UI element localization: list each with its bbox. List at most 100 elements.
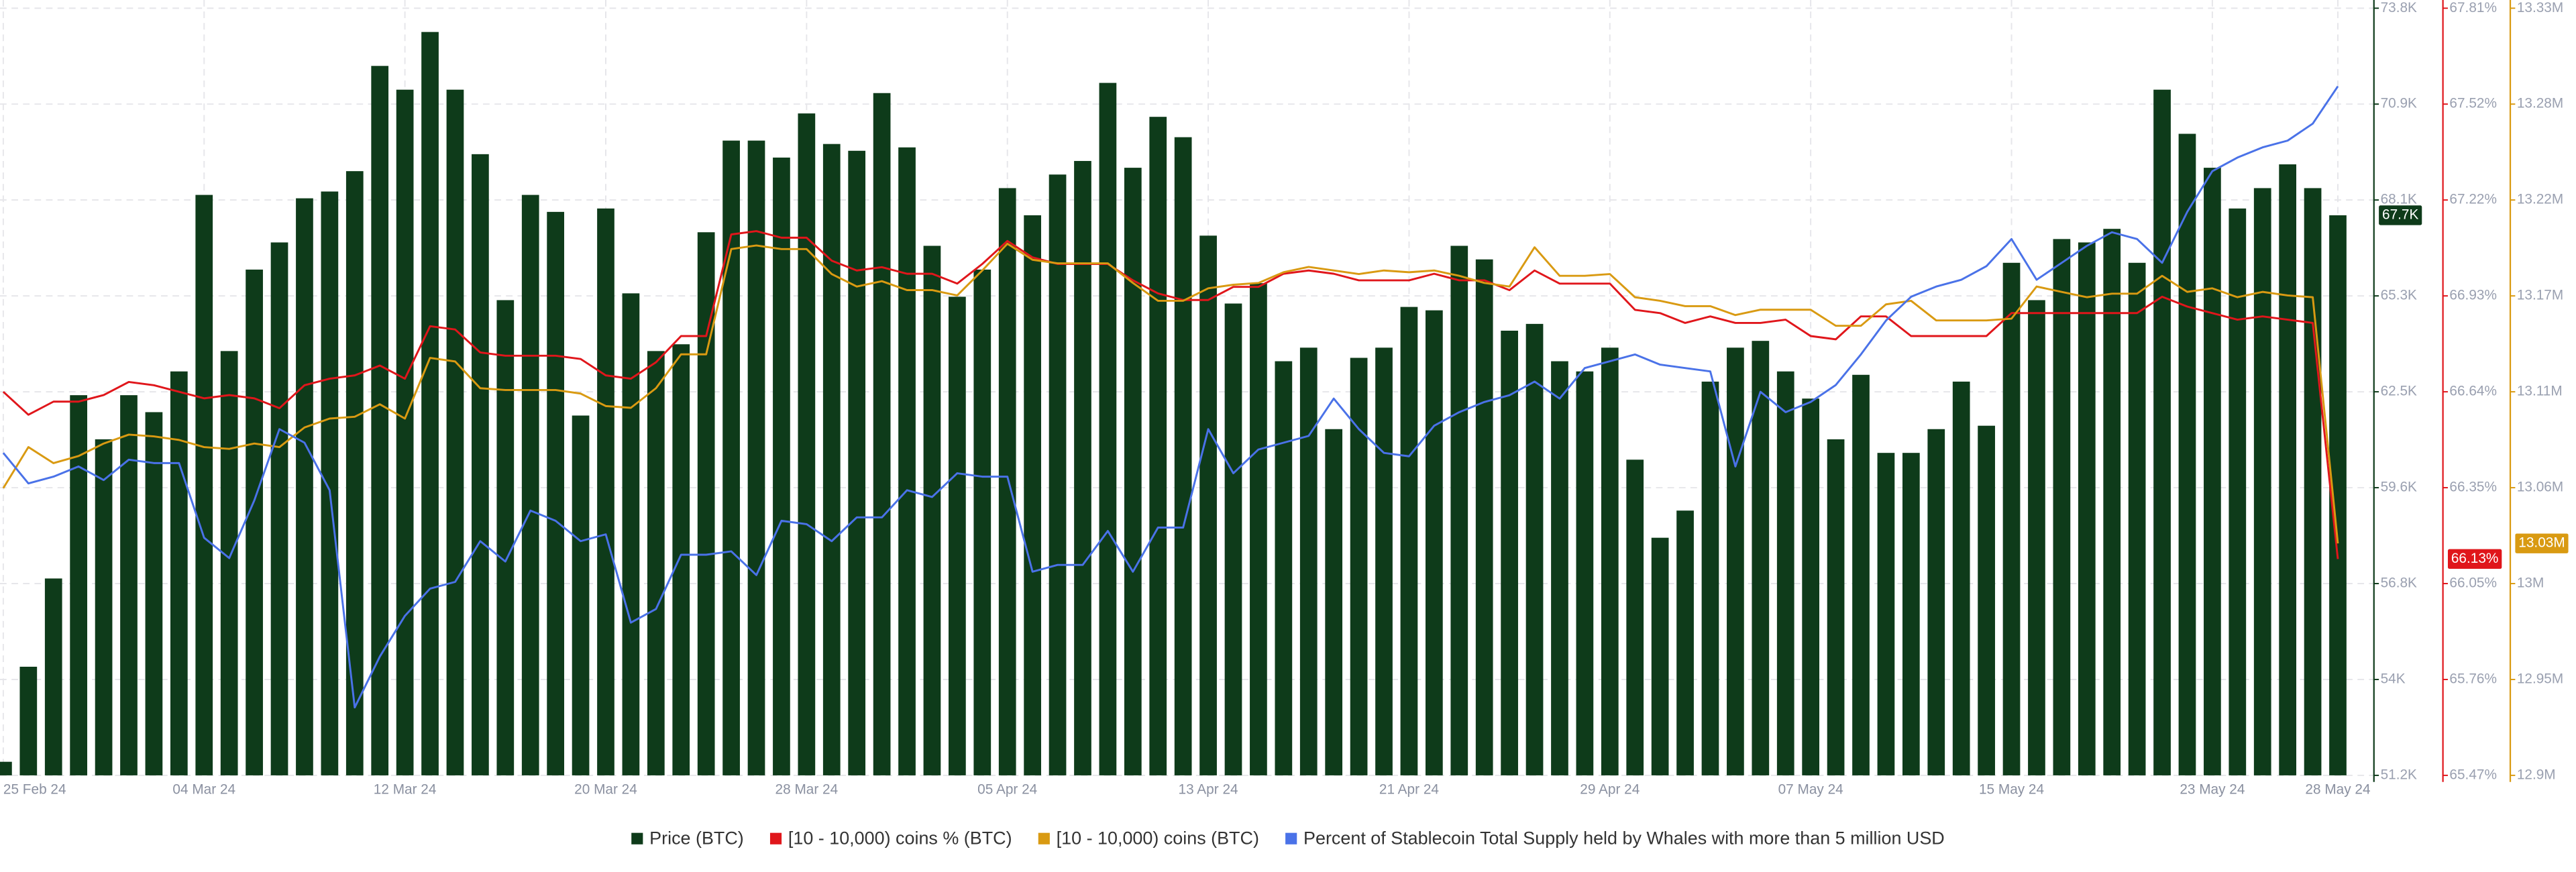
bar — [2028, 300, 2045, 775]
y-tick-label: 73.8K — [2381, 0, 2417, 15]
bar — [2103, 229, 2121, 775]
bar — [2078, 242, 2096, 775]
bar — [2204, 168, 2221, 775]
bar — [1174, 137, 1192, 775]
bar — [547, 211, 565, 775]
bar — [1601, 347, 1619, 775]
x-tick-label: 15 May 24 — [1979, 781, 2044, 797]
y-tick-label: 62.5K — [2381, 384, 2417, 399]
bar — [1199, 235, 1217, 775]
bar — [1074, 160, 1091, 775]
legend-marker — [769, 832, 782, 844]
x-tick-label: 07 May 24 — [1778, 781, 1843, 797]
y2-tick-label: 66.35% — [2449, 480, 2497, 495]
y-tick-label: 68.1K — [2381, 192, 2417, 207]
y2-tick-label: 67.52% — [2449, 96, 2497, 111]
bar — [1024, 215, 1041, 775]
bar — [1877, 453, 1895, 775]
y-tick-label: 51.2K — [2381, 767, 2417, 782]
legend-label: Price (BTC) — [649, 828, 744, 849]
bar — [1099, 83, 1117, 775]
bar — [647, 351, 665, 775]
bar — [949, 296, 966, 775]
bar — [44, 578, 62, 775]
bar — [220, 351, 238, 775]
y2-tick-label: 66.05% — [2449, 576, 2497, 591]
bar — [2253, 188, 2271, 775]
x-tick-label: 12 Mar 24 — [374, 781, 437, 797]
bar — [1124, 168, 1142, 775]
bar — [2153, 89, 2171, 775]
bar — [923, 246, 941, 775]
x-tick-label: 20 Mar 24 — [574, 781, 637, 797]
y2-tick-label: 67.81% — [2449, 0, 2497, 15]
y3-tick-label: 12.9M — [2517, 767, 2556, 782]
bar — [396, 89, 414, 775]
bar — [1576, 371, 1594, 775]
bar — [2053, 239, 2071, 775]
plot-area — [0, 32, 2347, 775]
last-value-label: 67.7K — [2382, 207, 2418, 222]
bar — [2002, 262, 2021, 775]
y-tick-label: 65.3K — [2381, 288, 2417, 303]
bar — [421, 32, 439, 775]
bar — [1927, 429, 1945, 775]
bar — [1426, 310, 1443, 775]
legend-label: [10 - 10,000) coins % (BTC) — [788, 828, 1012, 849]
x-tick-label: 28 May 24 — [2305, 781, 2370, 797]
bar — [1375, 347, 1393, 775]
bar — [1802, 398, 1820, 775]
bar — [496, 300, 515, 775]
bar — [773, 157, 790, 775]
bar — [1149, 117, 1167, 775]
bar — [1275, 361, 1293, 775]
x-tick-label: 29 Apr 24 — [1580, 781, 1640, 797]
legend-label: [10 - 10,000) coins (BTC) — [1057, 828, 1259, 849]
bar — [1501, 330, 1518, 775]
x-tick-label: 05 Apr 24 — [977, 781, 1037, 797]
y3-tick-label: 13.28M — [2517, 96, 2563, 111]
last-value-badge — [2447, 549, 2502, 569]
bar — [1400, 307, 1418, 775]
bar — [1978, 425, 1995, 775]
bar — [170, 371, 188, 775]
legend-marker — [631, 832, 643, 844]
x-tick-label: 25 Feb 24 — [3, 781, 66, 797]
x-tick-label: 13 Apr 24 — [1179, 781, 1238, 797]
bar — [898, 147, 916, 775]
bar — [270, 242, 288, 775]
line — [2, 242, 2339, 544]
bar — [2178, 133, 2196, 775]
bar — [472, 154, 489, 775]
bar — [246, 269, 263, 775]
bar — [2128, 262, 2146, 775]
legend-marker — [1038, 832, 1050, 844]
bar — [1350, 358, 1368, 775]
bar — [1752, 341, 1770, 775]
bar — [2279, 164, 2297, 775]
y3-tick-label: 13.11M — [2517, 384, 2563, 399]
last-value-badge — [2379, 205, 2422, 225]
bar — [19, 666, 38, 775]
bar — [0, 761, 12, 775]
y2-tick-label: 65.76% — [2449, 671, 2497, 686]
y3-tick-label: 12.95M — [2517, 671, 2563, 686]
y2-tick-label: 65.47% — [2449, 767, 2497, 782]
y-tick-label: 56.8K — [2381, 576, 2417, 591]
legend: Price (BTC) [10 - 10,000) coins % (BTC) [1… — [631, 828, 1945, 849]
bar — [1551, 361, 1568, 775]
bar — [697, 232, 715, 775]
y2-tick-label: 66.64% — [2449, 384, 2497, 399]
bar — [722, 140, 740, 775]
bar — [1325, 429, 1343, 775]
last-value-label: 13.03M — [2518, 535, 2565, 551]
last-value-badge — [2515, 533, 2569, 553]
bar — [296, 198, 313, 775]
bar — [848, 150, 866, 775]
bar — [195, 195, 213, 775]
y-tick-label: 70.9K — [2381, 96, 2417, 111]
bar — [747, 140, 765, 775]
bar — [1676, 510, 1694, 775]
